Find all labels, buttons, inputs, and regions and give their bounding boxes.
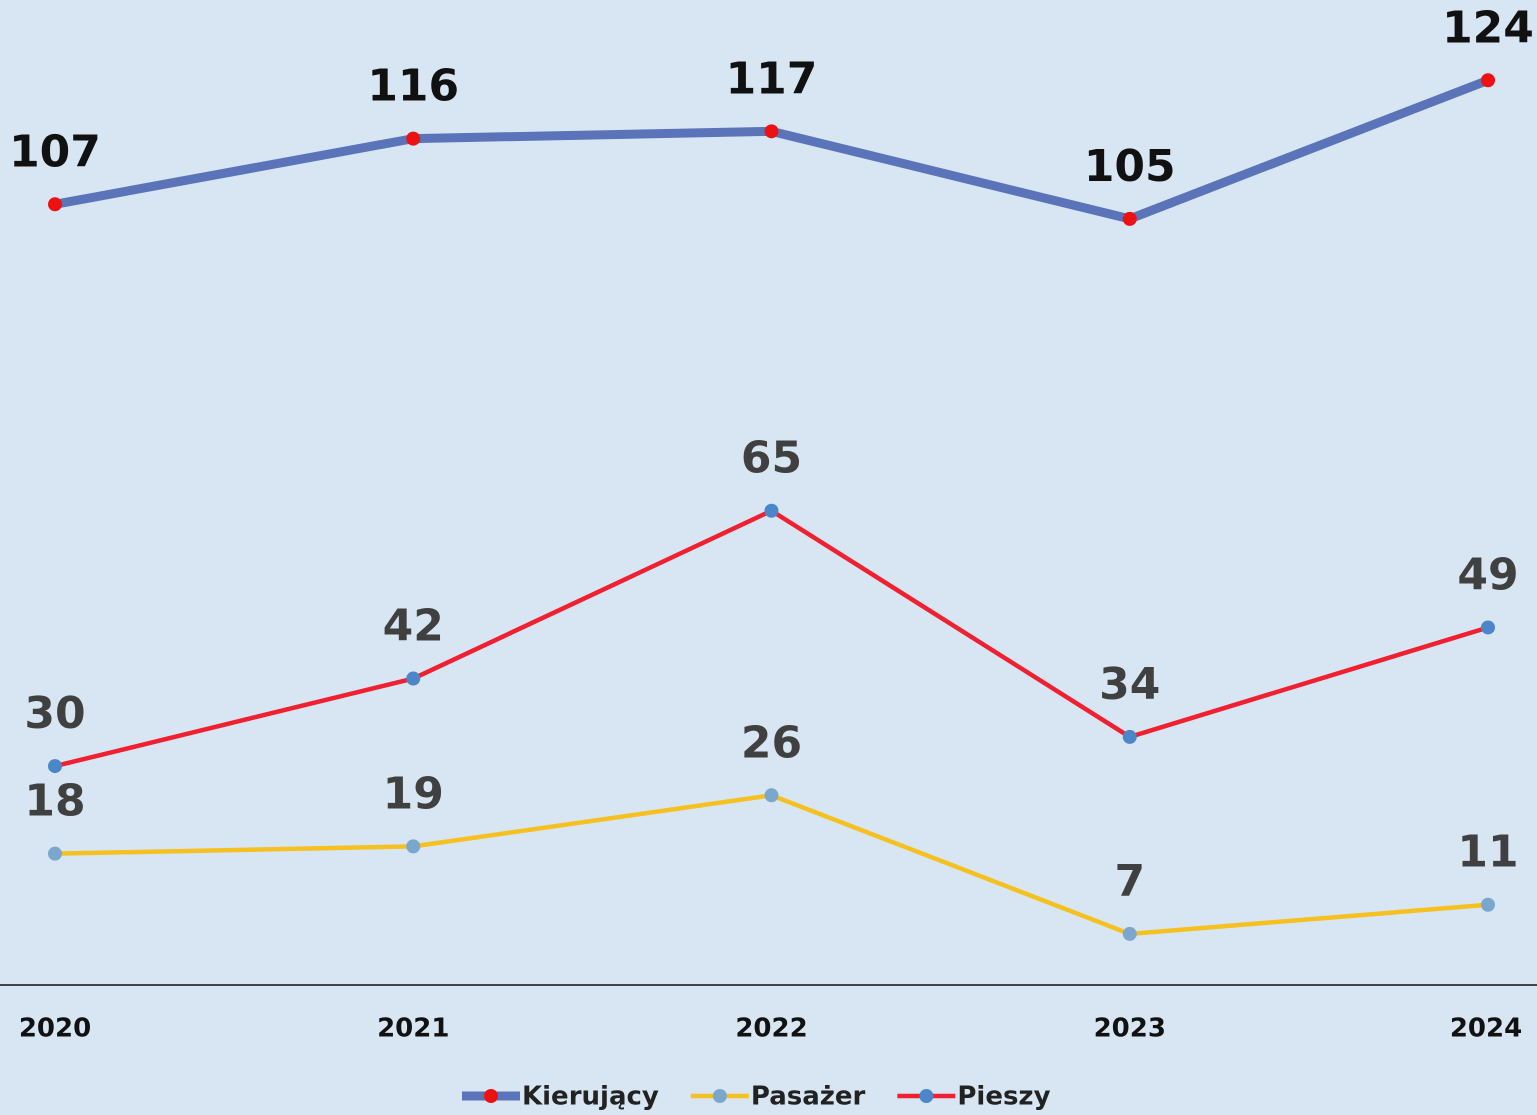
data-point (1123, 927, 1137, 941)
legend-label: Pasażer (751, 1082, 866, 1112)
data-label: 117 (726, 53, 818, 104)
x-tick-label: 2020 (19, 1014, 91, 1044)
legend-label: Kierujący (522, 1082, 659, 1112)
data-point (1481, 73, 1495, 87)
data-point (48, 847, 62, 861)
page: 2020202120222023202410711611710512418192… (0, 0, 1537, 1115)
data-label: 19 (383, 768, 444, 819)
data-label: 26 (741, 717, 802, 768)
data-point (48, 759, 62, 773)
x-tick-label: 2024 (1450, 1014, 1522, 1044)
chart: 2020202120222023202410711611710512418192… (0, 0, 1537, 1115)
background (0, 0, 1537, 1115)
data-point (765, 788, 779, 802)
data-label: 11 (1457, 827, 1518, 878)
data-point (765, 504, 779, 518)
data-point (765, 124, 779, 138)
data-point (1481, 620, 1495, 634)
legend-marker (484, 1089, 498, 1103)
data-point (1481, 898, 1495, 912)
data-label: 34 (1099, 659, 1160, 710)
data-point (406, 672, 420, 686)
data-label: 18 (24, 776, 85, 827)
data-label: 116 (367, 61, 459, 112)
data-point (1123, 212, 1137, 226)
x-tick-label: 2021 (377, 1014, 449, 1044)
x-tick-label: 2023 (1094, 1014, 1166, 1044)
data-label: 105 (1084, 141, 1176, 192)
legend-marker (919, 1089, 933, 1103)
data-label: 107 (9, 126, 101, 177)
data-label: 65 (741, 433, 802, 484)
x-tick-label: 2022 (735, 1014, 807, 1044)
data-point (406, 839, 420, 853)
data-point (1123, 730, 1137, 744)
data-label: 7 (1114, 856, 1145, 907)
data-label: 30 (24, 688, 85, 739)
data-point (48, 197, 62, 211)
legend-marker (713, 1089, 727, 1103)
data-point (406, 132, 420, 146)
data-label: 49 (1457, 549, 1518, 600)
data-label: 124 (1442, 2, 1534, 53)
legend-label: Pieszy (957, 1082, 1050, 1112)
data-label: 42 (383, 601, 444, 652)
